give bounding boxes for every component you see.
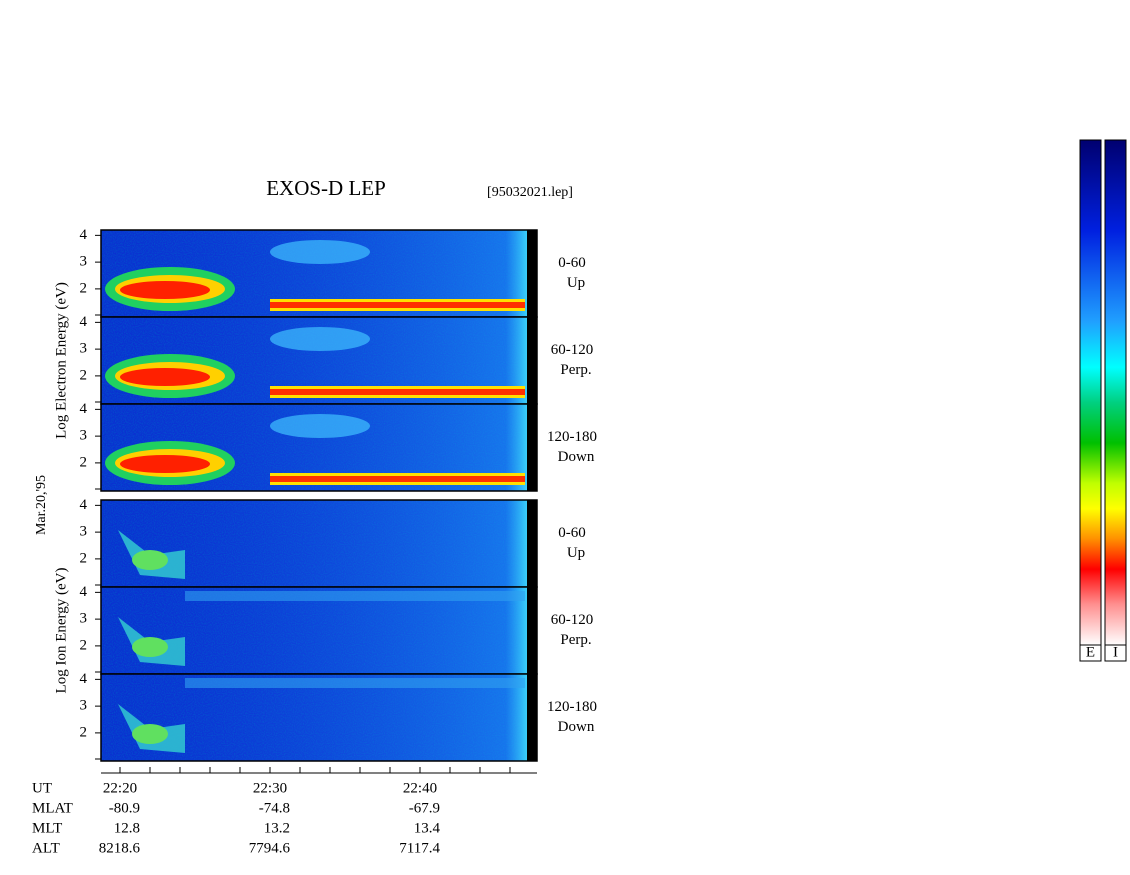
flux-feature <box>118 530 185 579</box>
ephemeris-label: UT <box>32 780 52 796</box>
y-tick-label: 3 <box>80 341 88 357</box>
ephemeris-label: ALT <box>32 840 60 856</box>
pitch-direction: Perp. <box>560 362 591 378</box>
file-name: [95032021.lep] <box>487 185 573 200</box>
pitch-range: 60-120 <box>551 612 594 628</box>
pitch-range: 0-60 <box>558 525 586 541</box>
title: EXOS-D LEP <box>266 176 386 200</box>
pitch-direction: Down <box>558 719 595 735</box>
ephemeris-value: 12.8 <box>114 820 140 836</box>
data-gap <box>527 230 537 317</box>
data-gap <box>527 674 537 761</box>
ephemeris-value: 7794.6 <box>249 840 291 856</box>
data-gap <box>527 317 537 404</box>
flux-feature <box>270 302 525 308</box>
y-tick-label: 4 <box>80 584 88 600</box>
flux-feature <box>270 240 370 264</box>
x-tick-label: 22:30 <box>253 780 287 796</box>
pitch-direction: Up <box>567 275 585 291</box>
pitch-direction: Perp. <box>560 632 591 648</box>
flux-feature <box>185 678 525 688</box>
y-tick-label: 2 <box>80 367 88 383</box>
y-tick-label: 3 <box>80 254 88 270</box>
ephemeris-value: -74.8 <box>259 800 290 816</box>
y-tick-label: 3 <box>80 524 88 540</box>
flux-feature <box>120 281 210 299</box>
flux-feature <box>118 704 185 753</box>
flux-feature <box>270 414 370 438</box>
pitch-range: 120-180 <box>547 699 597 715</box>
flux-feature <box>270 389 525 395</box>
panel-frame <box>100 673 538 762</box>
colorbar-label: I <box>1113 644 1118 660</box>
y-tick-label: 2 <box>80 637 88 653</box>
ephemeris-value: -80.9 <box>109 800 140 816</box>
ephemeris-label: MLT <box>32 820 62 836</box>
y-tick-label: 3 <box>80 611 88 627</box>
flux-feature <box>120 455 210 473</box>
y-tick-label: 2 <box>80 724 88 740</box>
ephemeris: UT 22:20 22:30 22:40 MLAT -80.9 -74.8 -67.9 MLT 1… <box>32 780 441 856</box>
flux-feature <box>132 637 168 657</box>
y-axis-label: Log Electron Energy (eV) <box>53 282 69 439</box>
flux-feature <box>270 476 525 482</box>
time-axis <box>101 767 537 774</box>
y-tick-label: 4 <box>80 497 88 513</box>
y-tick-label: 2 <box>80 280 88 296</box>
date: Mar.20,'95 <box>34 475 49 535</box>
y-tick-label: 4 <box>80 314 88 330</box>
y-tick-label: 4 <box>80 401 88 417</box>
colorbar <box>1079 139 1102 646</box>
pitch-range: 120-180 <box>547 429 597 445</box>
y-tick-label: 2 <box>80 454 88 470</box>
pitch-range: 0-60 <box>558 255 586 271</box>
y-tick-label: 4 <box>80 227 88 243</box>
flux-feature <box>132 550 168 570</box>
flux-feature <box>185 591 525 601</box>
ephemeris-value: 13.4 <box>414 820 441 836</box>
panels: Log Electron Energy (eV) 2 3 4 0-60 Up 2 3 4 60-1… <box>53 227 597 762</box>
pitch-direction: Down <box>558 449 595 465</box>
x-tick-label: 22:40 <box>403 780 437 796</box>
y-tick-label: 3 <box>80 428 88 444</box>
flux-feature <box>120 368 210 386</box>
colorbar <box>1104 139 1127 646</box>
ephemeris-value: 7117.4 <box>399 840 440 856</box>
y-tick-label: 2 <box>80 550 88 566</box>
colorbar-label: E <box>1086 644 1095 660</box>
ephemeris-value: -67.9 <box>409 800 440 816</box>
ephemeris-label: MLAT <box>32 800 73 816</box>
colorbar-label-box <box>1104 644 1127 662</box>
data-gap <box>527 587 537 674</box>
ephemeris-value: 8218.6 <box>99 840 141 856</box>
ephemeris-value: 13.2 <box>264 820 290 836</box>
flux-feature <box>132 724 168 744</box>
flux-feature <box>270 327 370 351</box>
panel-frame <box>100 403 538 492</box>
y-axis-label: Log Ion Energy (eV) <box>53 568 69 694</box>
pitch-direction: Up <box>567 545 585 561</box>
y-tick-label: 4 <box>80 671 88 687</box>
colorbar-label-box <box>1079 644 1102 662</box>
x-tick-label: 22:20 <box>103 780 137 796</box>
flux-feature <box>118 617 185 666</box>
data-gap <box>527 500 537 587</box>
y-tick-label: 3 <box>80 698 88 714</box>
data-gap <box>527 404 537 491</box>
pitch-range: 60-120 <box>551 342 594 358</box>
